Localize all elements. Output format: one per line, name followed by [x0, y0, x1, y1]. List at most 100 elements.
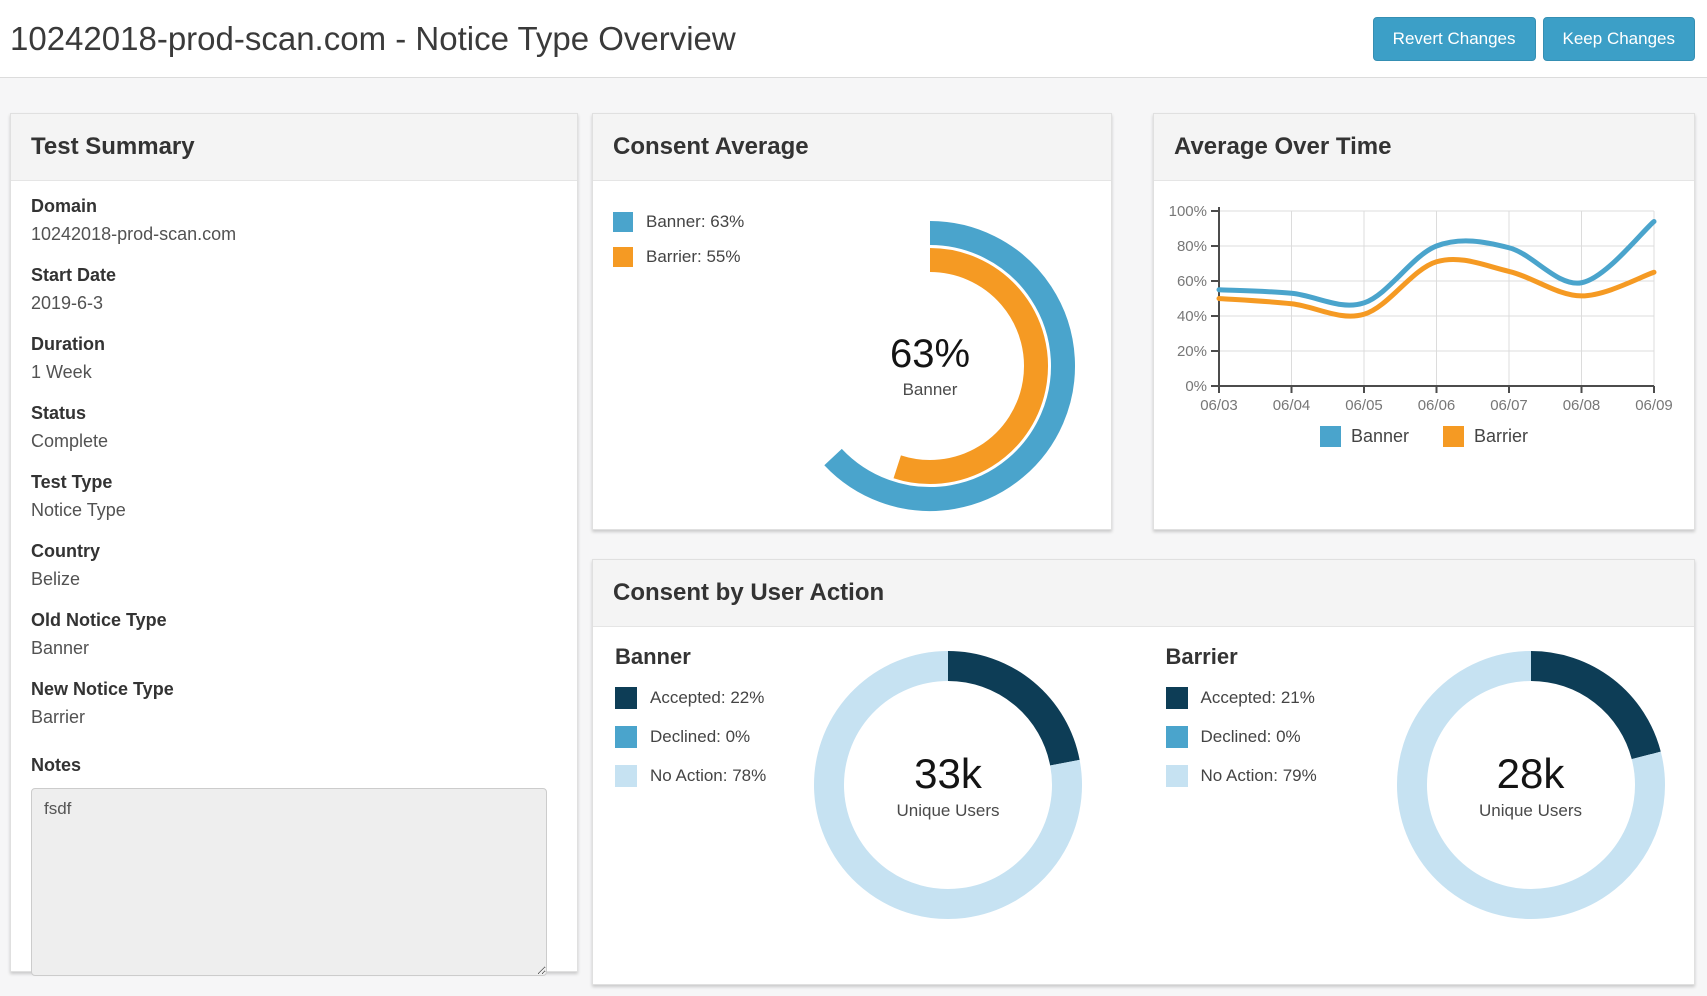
legend-item: Banner: 63%: [613, 212, 1091, 232]
field-label: Domain: [31, 196, 98, 216]
legend-item: Declined: 0%: [1165, 726, 1695, 748]
field-label: Status: [31, 403, 87, 423]
consent-by-user-action-panel: Consent by User Action Banner Accepted: …: [592, 559, 1695, 985]
field-value: Notice Type: [31, 500, 126, 520]
notes-label: Notes: [31, 755, 82, 775]
legend-label: Declined: 0%: [650, 727, 751, 746]
banner-donut-section: Banner Accepted: 22% Declined: 0% No Actio…: [593, 627, 1144, 983]
field-value: Belize: [31, 569, 81, 589]
legend-color-swatch: [1319, 426, 1341, 447]
notes-textarea[interactable]: fsdf: [31, 788, 547, 976]
consent-average-body: Banner: 63% Barrier: 55%: [593, 181, 1111, 283]
gauge-arcs: [824, 221, 1075, 511]
legend-label: Barrier: 55%: [646, 247, 741, 266]
legend-label: Barrier: [1474, 426, 1529, 446]
svg-text:20%: 20%: [1177, 343, 1207, 360]
legend-color-swatch: [1165, 687, 1188, 709]
panel-title: Consent by User Action: [593, 560, 1694, 627]
top-bar: 10242018-prod-scan.com - Notice Type Ove…: [0, 0, 1707, 78]
summary-field: Old Notice Type Banner: [31, 607, 557, 662]
svg-text:40%: 40%: [1177, 308, 1207, 325]
donut-legend: Accepted: 21% Declined: 0% No Action: 79%: [1165, 687, 1695, 787]
field-value: 1 Week: [31, 362, 92, 382]
svg-text:06/04: 06/04: [1273, 397, 1311, 414]
legend-item: Accepted: 22%: [615, 687, 1144, 709]
line-chart: 0% 20% 40% 60% 80% 100% 06/03 06/04 06/05 06/06 06…: [1169, 203, 1673, 414]
legend-item: Barrier: [1443, 426, 1528, 447]
svg-text:06/03: 06/03: [1200, 397, 1238, 414]
field-label: Duration: [31, 334, 105, 354]
top-charts-row: Consent Average Banner: 63% Barrier: 55% …: [592, 113, 1695, 530]
summary-field: Domain 10242018-prod-scan.com: [31, 193, 557, 248]
page-title: 10242018-prod-scan.com - Notice Type Ove…: [10, 19, 736, 57]
summary-field: Test Type Notice Type: [31, 469, 557, 524]
consent-by-user-action-body: Banner Accepted: 22% Declined: 0% No Actio…: [593, 627, 1694, 983]
summary-field: Start Date 2019-6-3: [31, 262, 557, 317]
svg-text:06/08: 06/08: [1563, 397, 1601, 414]
legend-item: No Action: 79%: [1165, 765, 1695, 787]
field-value: Barrier: [31, 707, 86, 727]
gauge-chart: 63% Banner: [780, 216, 1080, 516]
panel-title: Consent Average: [593, 114, 1111, 181]
legend-color-swatch: [613, 247, 633, 267]
legend-color-swatch: [615, 726, 637, 748]
summary-field: Duration 1 Week: [31, 331, 557, 386]
panel-title: Average Over Time: [1154, 114, 1694, 181]
svg-text:06/06: 06/06: [1418, 397, 1456, 414]
average-over-time-panel: Average Over Time 0% 20% 40% 60% 80% 100% 06/0…: [1153, 113, 1695, 530]
panel-title: Test Summary: [11, 114, 577, 181]
legend-color-swatch: [613, 212, 633, 232]
legend-label: Accepted: 21%: [1200, 688, 1315, 707]
right-column: Consent Average Banner: 63% Barrier: 55% …: [592, 113, 1695, 985]
consent-average-panel: Consent Average Banner: 63% Barrier: 55% …: [592, 113, 1112, 530]
svg-text:60%: 60%: [1177, 273, 1207, 290]
donut-legend: Accepted: 22% Declined: 0% No Action: 78%: [615, 687, 1144, 787]
test-summary-panel: Test Summary Domain 10242018-prod-scan.co…: [10, 113, 578, 976]
field-label: Old Notice Type: [31, 610, 167, 630]
summary-field: New Notice Type Barrier: [31, 676, 557, 731]
legend-label: No Action: 79%: [1200, 766, 1317, 785]
field-label: Start Date: [31, 265, 117, 285]
field-label: Test Type: [31, 472, 113, 492]
donut-chart: 28k Unique Users: [1395, 649, 1667, 921]
legend-label: Declined: 0%: [1200, 727, 1301, 746]
legend-label: Accepted: 22%: [650, 688, 765, 707]
donut-chart: 33k Unique Users: [812, 649, 1084, 921]
svg-text:100%: 100%: [1169, 203, 1207, 220]
svg-text:06/09: 06/09: [1635, 397, 1673, 414]
legend-label: Banner: [1350, 426, 1410, 446]
line-chart-legend: Banner Barrier: [1154, 426, 1694, 447]
donut-ring: [814, 651, 1082, 919]
donut-ring: [1396, 651, 1665, 919]
legend-color-swatch: [1165, 726, 1188, 748]
legend-label: Banner: 63%: [646, 212, 745, 231]
dashboard: Test Summary Domain 10242018-prod-scan.co…: [0, 78, 1707, 985]
keep-changes-button[interactable]: Keep Changes: [1542, 16, 1695, 61]
field-label: New Notice Type: [31, 679, 174, 699]
field-label: Country: [31, 541, 100, 561]
test-summary-body: Domain 10242018-prod-scan.com Start Date 20…: [11, 181, 577, 996]
legend-item: Barrier: 55%: [613, 247, 1091, 267]
svg-text:06/05: 06/05: [1345, 397, 1383, 414]
legend-item: No Action: 78%: [615, 765, 1144, 787]
donut-section-heading: Barrier: [1165, 644, 1238, 669]
svg-text:80%: 80%: [1177, 238, 1207, 255]
summary-field: Status Complete: [31, 400, 557, 455]
legend-color-swatch: [615, 687, 637, 709]
field-value: 2019-6-3: [31, 293, 104, 313]
barrier-donut-section: Barrier Accepted: 21% Declined: 0% No Acti…: [1144, 627, 1695, 983]
legend-item: Accepted: 21%: [1165, 687, 1695, 709]
legend-color-swatch: [1165, 765, 1188, 787]
svg-text:0%: 0%: [1185, 378, 1207, 395]
legend-color-swatch: [1443, 426, 1465, 447]
revert-changes-button[interactable]: Revert Changes: [1372, 16, 1536, 61]
test-summary-fields: Domain 10242018-prod-scan.com Start Date 20…: [31, 193, 557, 731]
legend-item: Banner: [1319, 426, 1410, 447]
field-value: Banner: [31, 638, 90, 658]
donut-section-heading: Banner: [615, 644, 691, 669]
summary-field: Country Belize: [31, 538, 557, 593]
field-value: 10242018-prod-scan.com: [31, 224, 237, 244]
legend-item: Declined: 0%: [615, 726, 1144, 748]
gauge-legend: Banner: 63% Barrier: 55%: [613, 212, 1091, 267]
legend-color-swatch: [615, 765, 637, 787]
